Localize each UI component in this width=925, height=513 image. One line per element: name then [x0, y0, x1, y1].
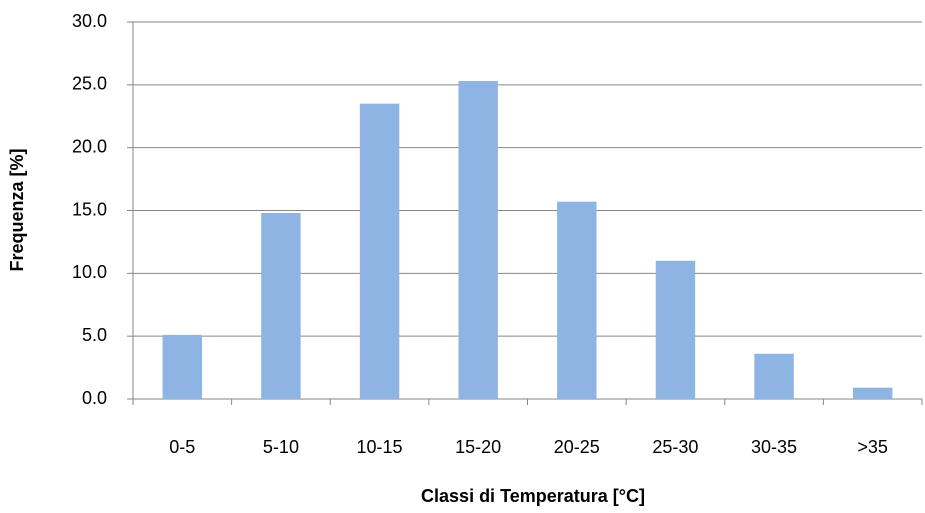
y-tick-label: 10.0	[72, 262, 107, 282]
bar	[162, 334, 203, 399]
bar	[557, 201, 597, 399]
x-tick-label: 15-20	[455, 437, 501, 457]
y-tick-label: 30.0	[72, 11, 107, 31]
x-tick-label: 0-5	[169, 437, 195, 457]
bar	[359, 103, 400, 399]
y-tick-label: 0.0	[82, 388, 107, 408]
x-tick-label: 25-30	[652, 437, 698, 457]
y-tick-label: 25.0	[72, 74, 107, 94]
x-tick-label: 20-25	[554, 437, 600, 457]
bar	[852, 387, 893, 399]
y-tick-label: 5.0	[82, 325, 107, 345]
bar	[458, 81, 498, 400]
x-tick-label: 30-35	[751, 437, 797, 457]
y-axis-title: Frequenza [%]	[7, 148, 27, 271]
x-tick-label: >35	[857, 437, 888, 457]
x-axis-title: Classi di Temperatura [°C]	[421, 486, 645, 506]
y-tick-label: 15.0	[72, 199, 107, 219]
x-tick-label: 5-10	[263, 437, 299, 457]
x-tick-label: 10-15	[357, 437, 403, 457]
bar	[261, 213, 301, 399]
bar	[754, 353, 794, 399]
bar	[655, 260, 696, 399]
y-tick-label: 20.0	[72, 136, 107, 156]
